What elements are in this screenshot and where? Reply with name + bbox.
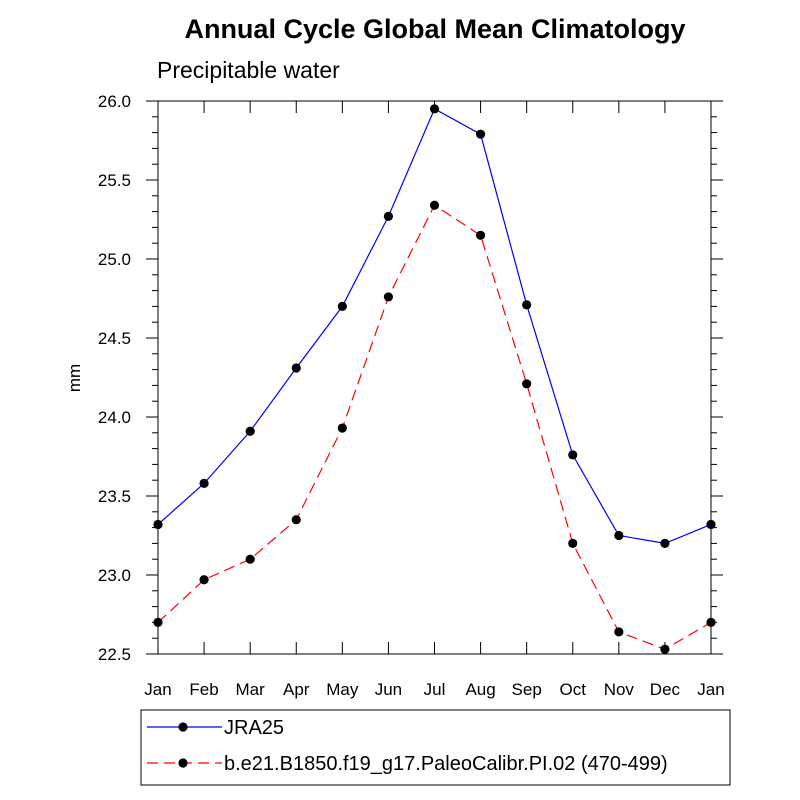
x-tick-label: Nov [604,680,635,699]
series-line-1 [157,108,712,545]
series-2-point [568,538,578,549]
x-tick-label: Aug [465,680,495,699]
series-1-point [337,301,347,311]
series-2-point [429,200,440,210]
series-2-point [614,627,624,637]
x-tick-label: Jun [375,680,402,699]
y-tick-label: 26.0 [98,92,131,111]
x-tick-label: Jan [697,680,724,699]
legend-marker-2 [178,758,188,768]
chart-subtitle: Precipitable water [157,57,340,83]
y-axis-label: mm [65,364,84,392]
series-line-2 [157,204,712,650]
series-1-point [475,129,486,139]
x-tick-label: Jan [144,680,171,699]
series-2-point [337,423,347,433]
series-1-point [199,478,209,488]
y-tick-label: 23.5 [98,487,131,506]
series-2-point [199,575,209,585]
series-1-point [429,104,440,114]
x-tick-label: Feb [189,680,218,699]
y-tick-label: 24.0 [98,408,131,427]
series-1-point [245,426,255,436]
series-1-point [383,211,394,221]
x-tick-label: Mar [236,680,266,699]
series-2-point [291,515,301,525]
series-2-point [383,292,394,302]
x-tick-label: May [326,680,359,699]
chart-title: Annual Cycle Global Mean Climatology [184,14,685,44]
legend: JRA25 b.e21.B1850.f19_g17.PaleoCalibr.PI.… [140,709,731,786]
series-1-point [522,300,532,310]
legend-label-2: b.e21.B1850.f19_g17.PaleoCalibr.PI.02 (4… [224,753,668,775]
series-2-point [475,230,486,240]
y-tick-label: 25.0 [98,250,131,269]
y-tick-label: 24.5 [98,329,131,348]
y-tick-label: 25.5 [98,171,131,190]
series-1-point [660,538,670,549]
series-1-point [291,363,301,373]
series-2-point [245,554,255,564]
series-2-point [660,644,670,654]
legend-marker-1 [178,722,188,732]
y-tick-label: 22.5 [98,645,131,664]
y-tick-label: 23.0 [98,566,131,585]
series-1-point [568,450,578,460]
x-tick-label: Oct [560,680,587,699]
x-tick-label: Sep [512,680,542,699]
plot-frame [157,100,712,655]
x-tick-label: Dec [650,680,681,699]
series-2-point [522,379,532,389]
legend-label-1: JRA25 [224,717,284,739]
legend-box [140,709,731,786]
x-tick-label: Apr [283,680,310,699]
x-tick-label: Jul [424,680,446,699]
series-1-point [614,530,624,541]
